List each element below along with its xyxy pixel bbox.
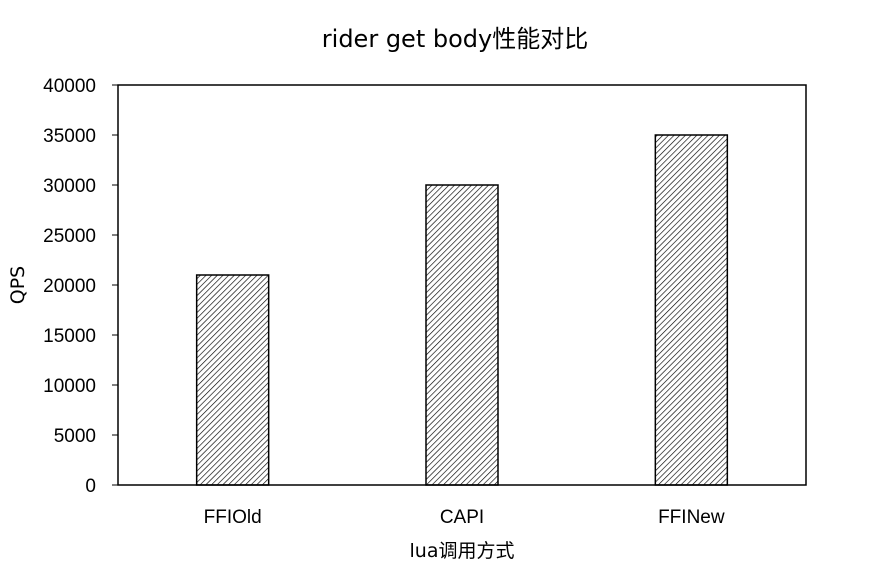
y-tick-label: 40000 <box>43 76 96 97</box>
chart-title: rider get body性能对比 <box>322 25 588 53</box>
y-tick-label: 0 <box>85 476 96 497</box>
y-tick-label: 10000 <box>43 376 96 397</box>
bar-capi <box>425 184 499 486</box>
bar-ffiold <box>195 274 270 486</box>
y-tick-label: 30000 <box>43 176 96 197</box>
plot-area-frame <box>117 84 807 486</box>
x-tick-label: FFINew <box>658 507 725 528</box>
y-tick-label: 15000 <box>43 326 96 347</box>
bars <box>195 134 729 486</box>
bar-ffinew <box>654 134 729 486</box>
y-tick-label: 20000 <box>43 276 96 297</box>
y-tick-label: 35000 <box>43 126 96 147</box>
x-tick-label: CAPI <box>440 507 484 528</box>
y-tick-label: 25000 <box>43 226 96 247</box>
x-tick-label: FFIOld <box>204 507 262 528</box>
x-axis-label: lua调用方式 <box>410 540 515 562</box>
x-axis-ticks: FFIOld CAPI FFINew <box>204 507 725 528</box>
y-tick-label: 5000 <box>54 426 96 447</box>
y-axis-label: QPS <box>7 266 29 304</box>
y-axis-ticks: 0 5000 10000 15000 20000 25000 30000 35000 40000 <box>43 76 118 497</box>
